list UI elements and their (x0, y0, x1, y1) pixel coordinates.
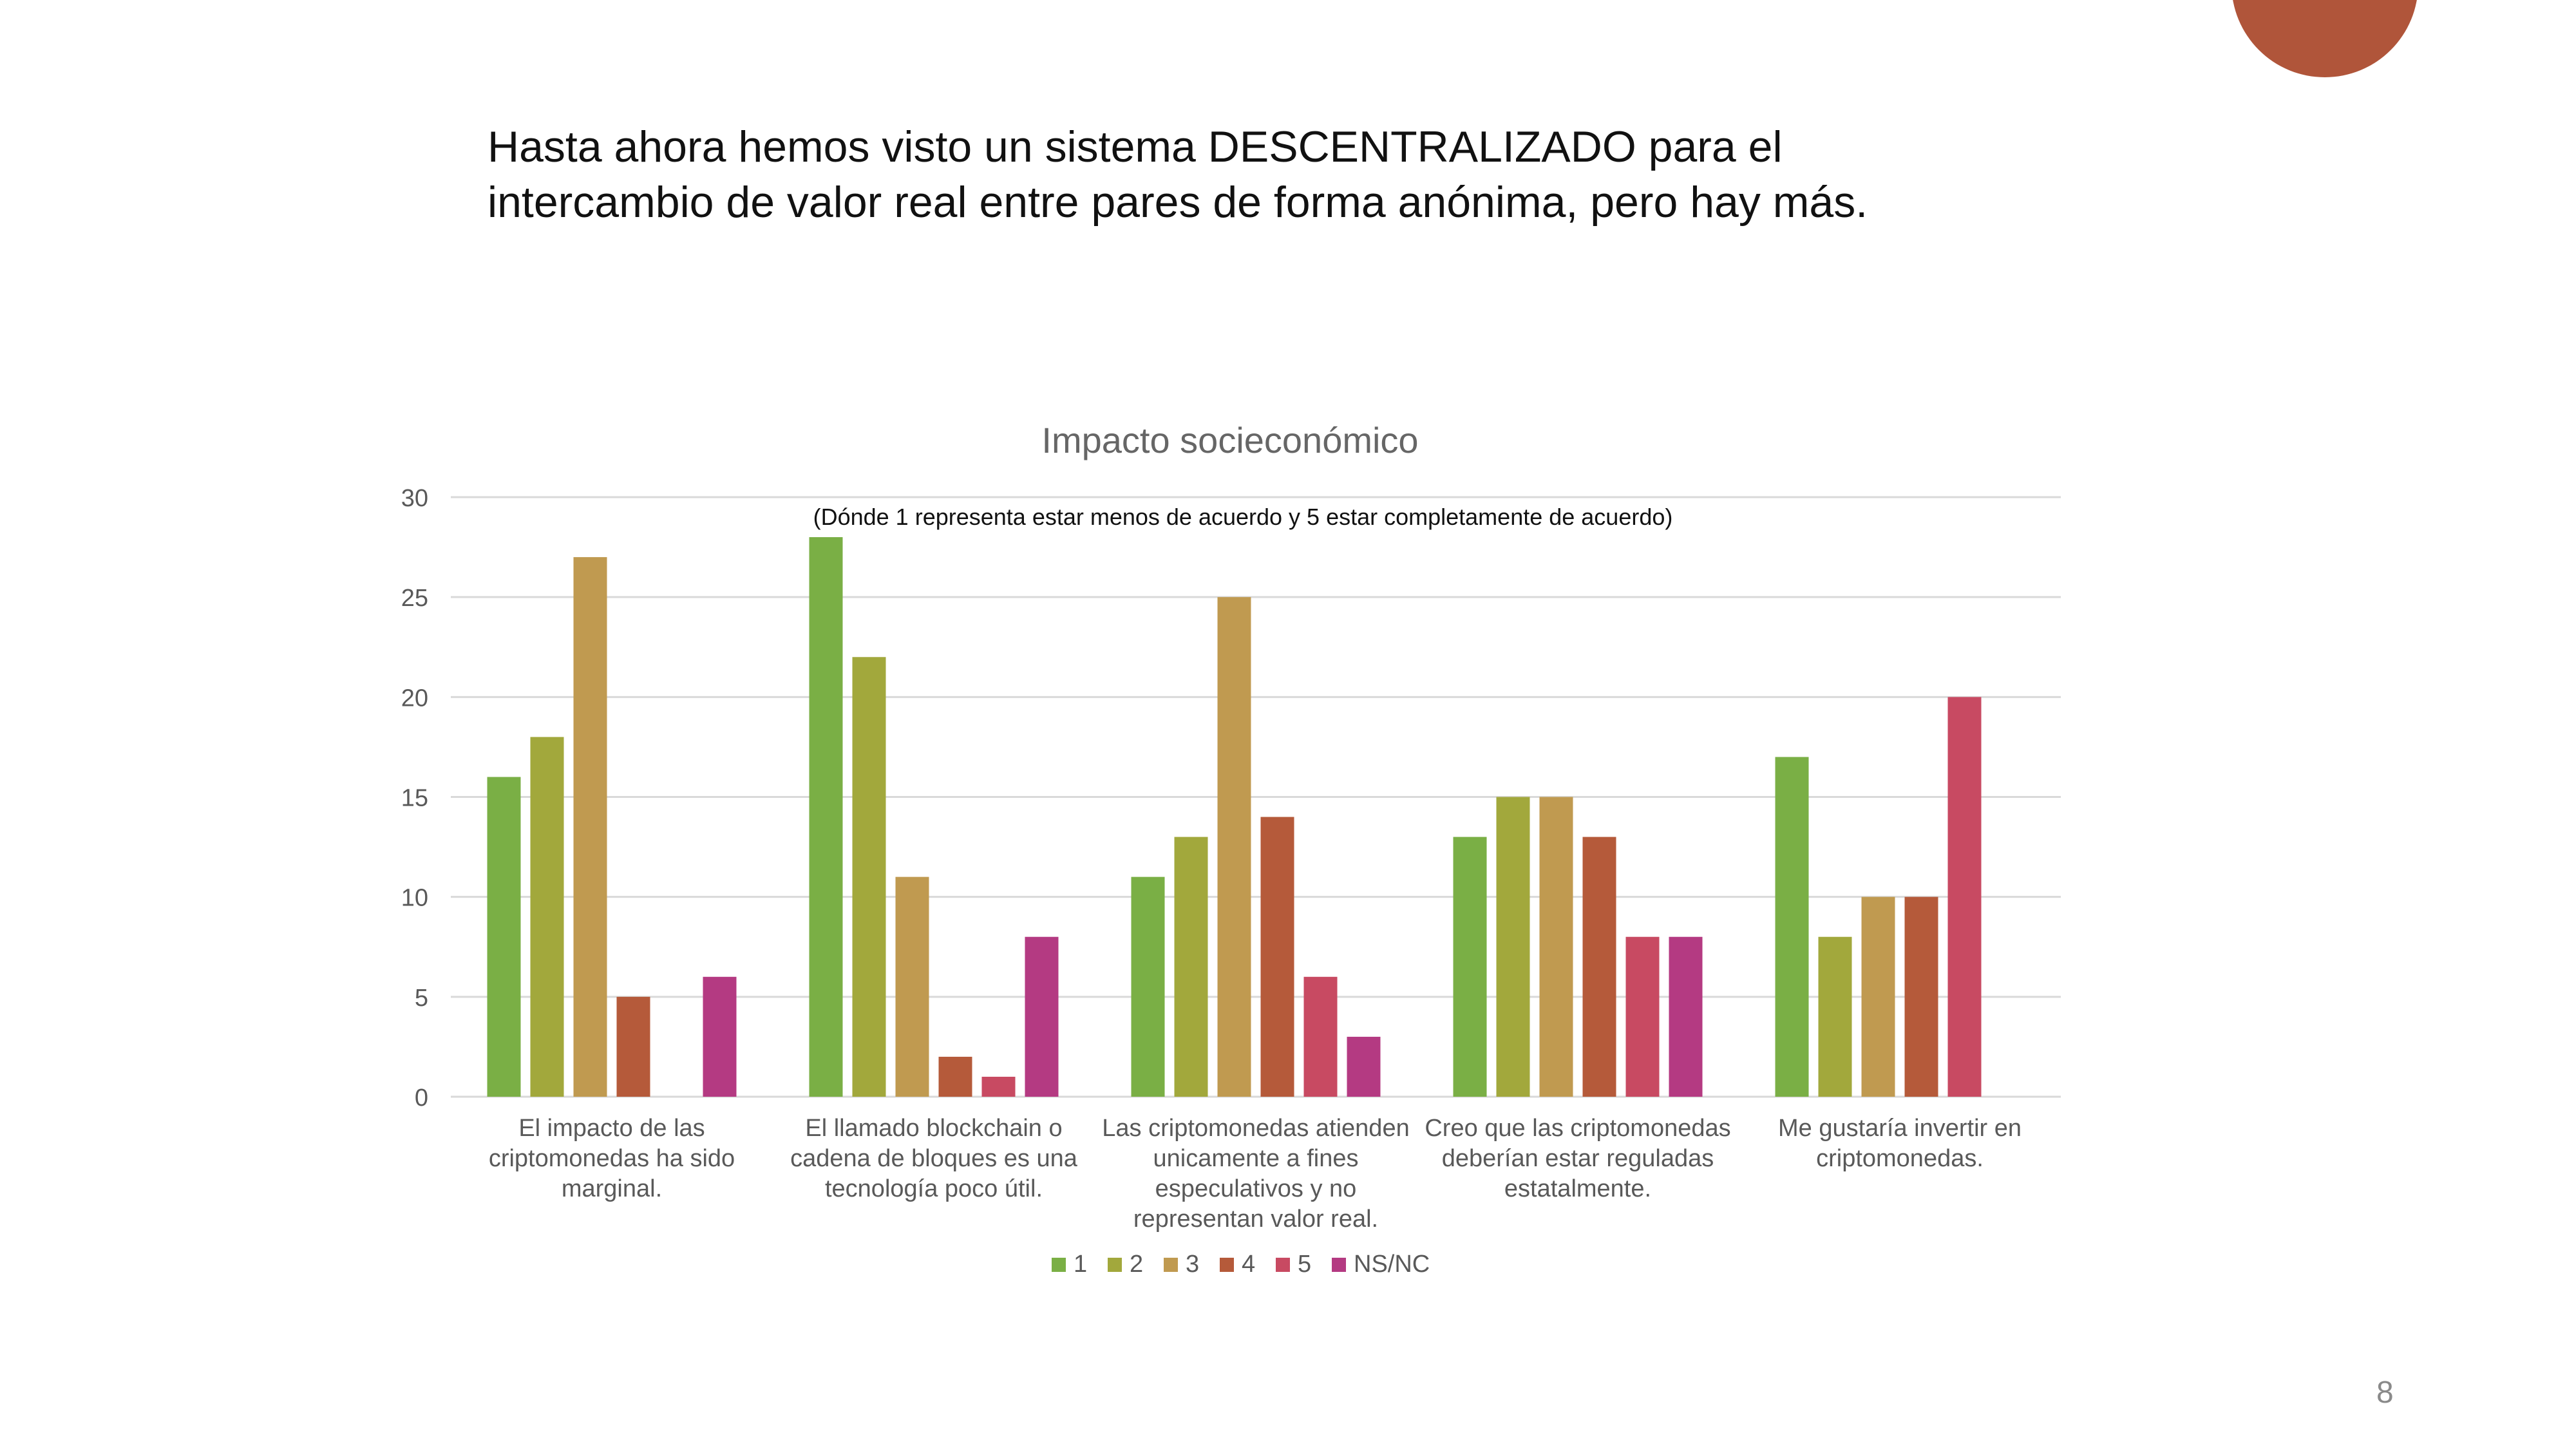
bar-series-2-cat-1 (530, 737, 564, 1097)
x-category-label: especulativos y no (1155, 1175, 1357, 1202)
x-category-label: El impacto de las (518, 1115, 705, 1142)
page-number: 8 (2376, 1376, 2394, 1410)
bar-series-4-cat-4 (1582, 837, 1616, 1097)
y-axis-tick-labels: 0 5 10 15 20 25 30 (401, 485, 428, 1112)
bar-series-4-cat-2 (938, 1056, 972, 1097)
x-category-label: Las criptomonedas atienden (1102, 1115, 1409, 1142)
bar-series-4-cat-1 (616, 996, 650, 1097)
bars (487, 537, 1982, 1097)
legend-swatch (1052, 1258, 1066, 1272)
legend-swatch (1276, 1258, 1290, 1272)
x-category-label: deberían estar reguladas (1442, 1145, 1714, 1172)
x-category-label: criptomonedas. (1816, 1145, 1984, 1172)
y-tick-label: 30 (401, 485, 428, 512)
x-category-label: cadena de bloques es una (790, 1145, 1078, 1172)
bar-series-ns-nc-cat-2 (1025, 936, 1059, 1097)
chart-legend: 1 2 3 4 5 NS/NC (1052, 1251, 1430, 1278)
bar-series-3-cat-2 (895, 876, 929, 1097)
bar-series-3-cat-1 (573, 557, 607, 1097)
slide-body-text: Hasta ahora hemos visto un sistema DESCE… (488, 119, 2162, 230)
legend-label: 4 (1242, 1251, 1255, 1278)
x-category-label: Creo que las criptomonedas (1425, 1115, 1730, 1142)
bar-series-5-cat-5 (1947, 697, 1982, 1097)
x-category-label: representan valor real. (1133, 1206, 1378, 1233)
legend-label: 5 (1298, 1251, 1311, 1278)
x-category-label: tecnología poco útil. (825, 1175, 1043, 1202)
bar-series-1-cat-2 (809, 537, 843, 1097)
bar-series-ns-nc-cat-4 (1669, 936, 1703, 1097)
bar-series-2-cat-4 (1496, 797, 1530, 1097)
legend-label: 3 (1186, 1251, 1199, 1278)
y-tick-label: 0 (415, 1084, 428, 1112)
x-category-label: marginal. (562, 1175, 662, 1202)
chart-title: Impacto socieconómico (1041, 420, 1418, 460)
bar-series-4-cat-5 (1904, 896, 1938, 1097)
x-category-label: unicamente a fines (1153, 1145, 1359, 1172)
x-axis-category-labels: El impacto de las criptomonedas ha sido ma… (489, 1115, 2022, 1233)
bar-series-3-cat-5 (1861, 896, 1895, 1097)
bar-series-1-cat-5 (1775, 757, 1809, 1097)
bar-series-ns-nc-cat-3 (1347, 1036, 1381, 1097)
body-text-line-1: Hasta ahora hemos visto un sistema DESCE… (488, 122, 1783, 171)
y-tick-label: 10 (401, 885, 428, 912)
y-tick-label: 5 (415, 985, 428, 1012)
x-category-label: estatalmente. (1504, 1175, 1651, 1202)
bar-series-3-cat-3 (1217, 597, 1251, 1097)
bar-series-ns-nc-cat-1 (703, 976, 737, 1097)
bar-series-1-cat-3 (1131, 876, 1165, 1097)
chart-subtitle: (Dónde 1 representa estar menos de acuer… (813, 504, 1673, 530)
bar-series-5-cat-2 (981, 1076, 1016, 1097)
x-category-label: Me gustaría invertir en (1778, 1115, 2022, 1142)
bar-series-4-cat-3 (1260, 817, 1294, 1097)
bar-series-2-cat-2 (852, 657, 886, 1097)
x-category-label: El llamado blockchain o (805, 1115, 1062, 1142)
legend-label: 2 (1130, 1251, 1143, 1278)
y-tick-label: 20 (401, 685, 428, 712)
legend-label: NS/NC (1354, 1251, 1430, 1278)
legend-swatch (1332, 1258, 1346, 1272)
bar-series-2-cat-5 (1818, 936, 1852, 1097)
y-tick-label: 25 (401, 585, 428, 612)
x-category-label: criptomonedas ha sido (489, 1145, 735, 1172)
bar-series-5-cat-4 (1625, 936, 1660, 1097)
bar-series-2-cat-3 (1174, 837, 1208, 1097)
bar-series-5-cat-3 (1303, 976, 1338, 1097)
legend-swatch (1164, 1258, 1178, 1272)
bar-series-1-cat-4 (1453, 837, 1487, 1097)
legend-label: 1 (1074, 1251, 1087, 1278)
legend-swatch (1108, 1258, 1122, 1272)
bar-series-1-cat-1 (487, 777, 521, 1097)
legend-swatch (1220, 1258, 1234, 1272)
bar-series-3-cat-4 (1539, 797, 1573, 1097)
y-tick-label: 15 (401, 785, 428, 812)
body-text-line-2: intercambio de valor real entre pares de… (488, 178, 1868, 227)
